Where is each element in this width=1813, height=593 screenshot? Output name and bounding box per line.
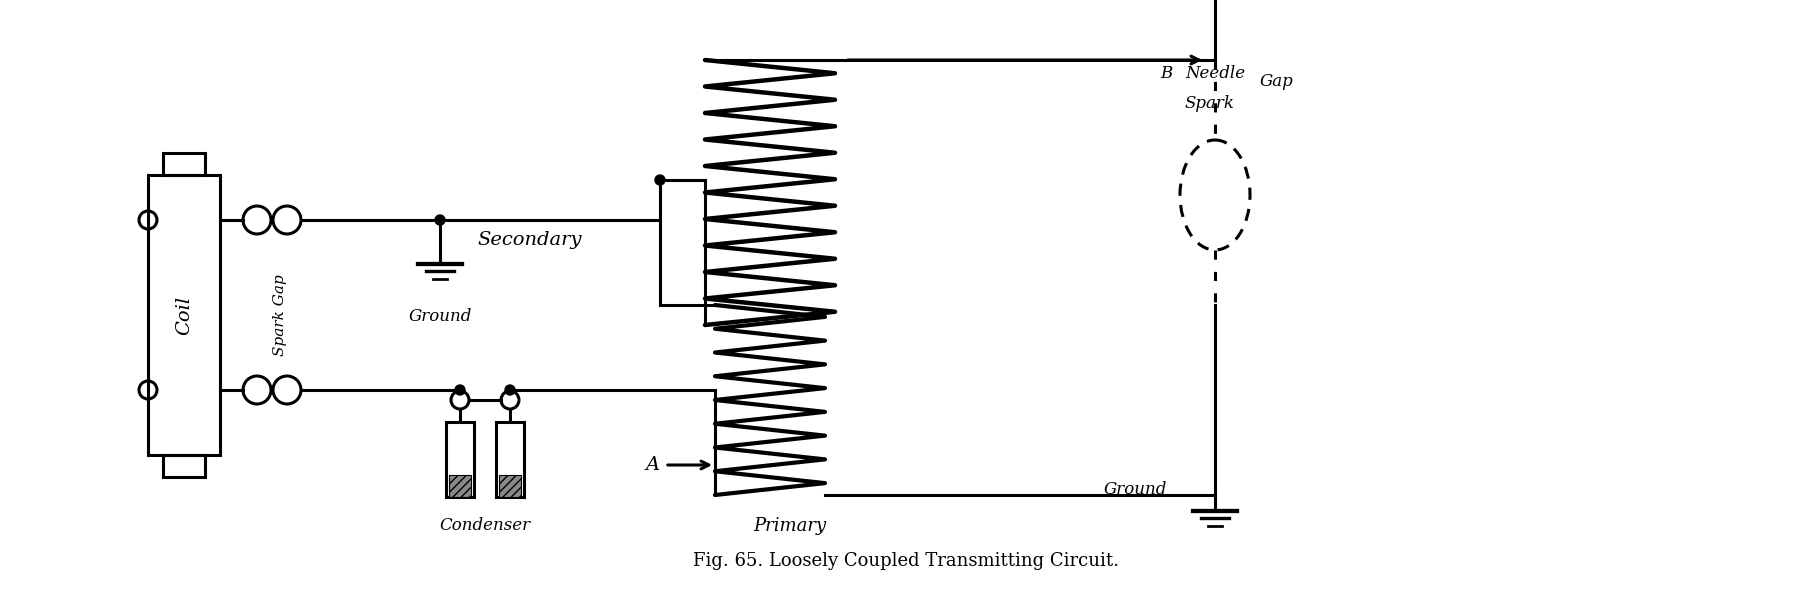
Text: Fig. 65. Loosely Coupled Transmitting Circuit.: Fig. 65. Loosely Coupled Transmitting Ci…: [693, 552, 1119, 570]
Bar: [163, 455, 205, 477]
Text: Spark Gap: Spark Gap: [274, 274, 286, 356]
Circle shape: [506, 385, 515, 395]
Text: Spark: Spark: [1186, 95, 1235, 112]
Text: Ground: Ground: [1104, 482, 1168, 499]
Text: Coil: Coil: [176, 295, 192, 334]
Circle shape: [654, 175, 665, 185]
Circle shape: [435, 215, 444, 225]
Text: Needle: Needle: [1186, 65, 1246, 82]
Bar: [450, 475, 471, 497]
Bar: [499, 475, 520, 497]
Text: A: A: [645, 456, 660, 474]
Bar: [163, 153, 205, 175]
Circle shape: [455, 385, 464, 395]
Bar: [446, 422, 473, 497]
Text: Gap: Gap: [1260, 74, 1294, 91]
Text: B: B: [1160, 65, 1171, 82]
Text: Condenser: Condenser: [439, 517, 531, 534]
Bar: [497, 422, 524, 497]
Text: Primary: Primary: [754, 517, 827, 535]
Text: Secondary: Secondary: [479, 231, 582, 249]
Bar: [149, 175, 219, 455]
Text: Ground: Ground: [408, 308, 471, 325]
